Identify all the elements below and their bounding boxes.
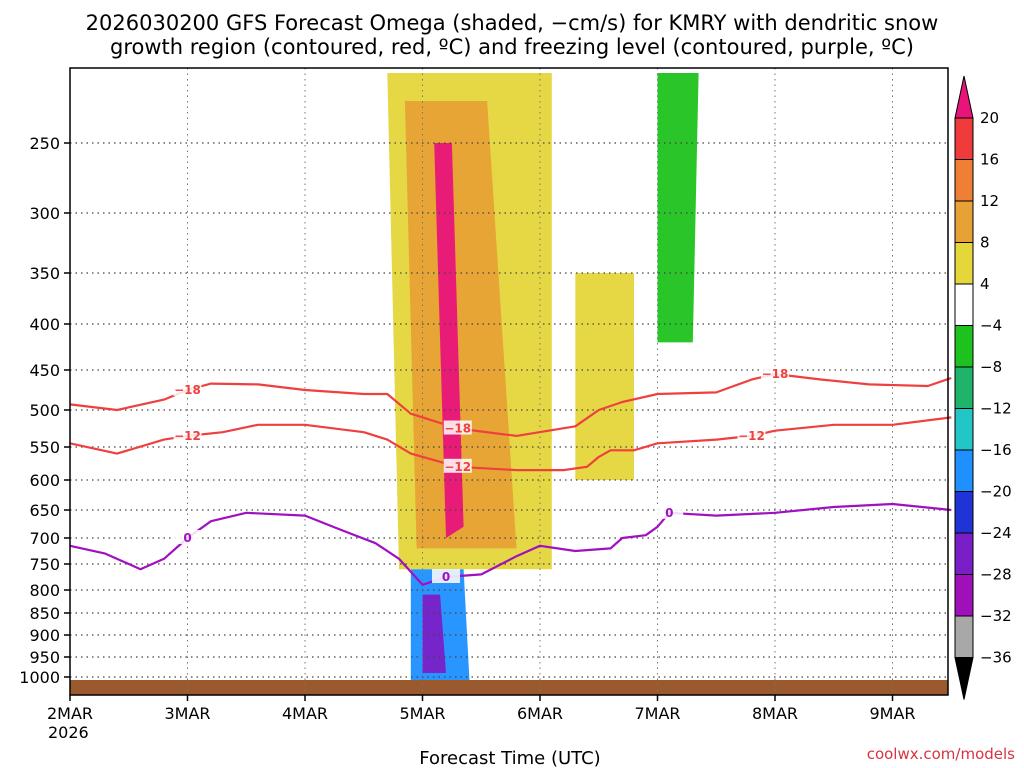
colorbar-bin: [954, 449, 974, 492]
x-axis: 2MAR 3MAR 4MAR 5MAR 6MAR 7MAR 8MAR 9MAR: [47, 695, 916, 723]
colorbar-tick-label: −4: [980, 317, 1002, 335]
contour-label-background: [761, 366, 789, 380]
colorbar-bin: [954, 532, 974, 575]
y-tick-label: 750: [29, 555, 60, 574]
x-tick-label: 9MAR: [869, 704, 915, 723]
y-tick-label: 650: [29, 501, 60, 520]
contour-line--18: [69, 372, 952, 437]
contour-label: −12: [444, 460, 471, 474]
y-tick-label: 400: [29, 315, 60, 334]
contour-label: −18: [444, 422, 471, 436]
y-tick-label: 600: [29, 471, 60, 490]
gridlines: [69, 68, 948, 695]
chart-title-line2: growth region (contoured, red, ºC) and f…: [110, 35, 914, 59]
colorbar-bin: [954, 283, 974, 326]
contour-label-background: [443, 458, 472, 473]
colorbar-tick-label: 16: [980, 151, 999, 169]
x-tick-label: 3MAR: [164, 704, 210, 723]
x-tick-label: 5MAR: [399, 704, 445, 723]
colorbar-top-arrow: [954, 75, 974, 119]
y-tick-label: 800: [29, 581, 60, 600]
colorbar-bin: [954, 242, 974, 285]
colorbar-bin: [954, 615, 974, 658]
y-tick-label: 350: [29, 264, 60, 283]
colorbar-bin: [954, 366, 974, 409]
y-axis: 250 300 350 400 450 500 550 600 650 700 750 800 850 9…: [19, 134, 70, 687]
ground-layer: [70, 680, 948, 695]
y-tick-label: 300: [29, 204, 60, 223]
colorbar-tick-label: −20: [980, 483, 1012, 501]
contour-label-background: [173, 427, 202, 442]
contour-layer: −18 −18 −18 −12 −12 −12 0 0 0: [69, 366, 952, 586]
contour-label: 0: [183, 531, 191, 545]
colorbar-bin: [954, 200, 974, 243]
colorbar-bin: [954, 491, 974, 534]
x-tick-label: 4MAR: [282, 704, 328, 723]
colorbar-tick-label: 20: [980, 109, 999, 127]
colorbar-bottom-arrow: [954, 657, 974, 700]
y-tick-label: 1000: [19, 668, 60, 687]
contour-label: −18: [174, 383, 201, 397]
contour-label: −12: [738, 429, 765, 443]
contour-label-background: [432, 569, 460, 583]
source-credit: coolwx.com/models: [867, 745, 1015, 763]
y-tick-label: 550: [29, 438, 60, 457]
contour-label: 0: [442, 570, 450, 584]
plot-frame: [69, 67, 949, 696]
y-tick-label: 950: [29, 648, 60, 667]
colorbar-tick-label: −12: [980, 400, 1012, 418]
colorbar-tick-label: −8: [980, 358, 1002, 376]
colorbar-tick-label: 8: [980, 234, 990, 252]
y-tick-label: 450: [29, 361, 60, 380]
y-tick-label: 500: [29, 401, 60, 420]
contour-label-background: [443, 420, 472, 435]
y-tick-label: 900: [29, 626, 60, 645]
contour-label-background: [173, 382, 202, 396]
x-axis-title: Forecast Time (UTC): [419, 748, 600, 768]
chart-title-line1: 2026030200 GFS Forecast Omega (shaded, −…: [86, 11, 939, 35]
y-tick-label: 700: [29, 529, 60, 548]
contour-label-background: [737, 427, 766, 442]
x-tick-label: 8MAR: [752, 704, 798, 723]
omega-region: [657, 73, 699, 343]
colorbar-bin: [954, 574, 974, 617]
colorbar-tick-label: −32: [980, 607, 1012, 625]
contour-label: −12: [174, 429, 201, 443]
ground-surface: [70, 680, 948, 695]
colorbar-bin: [954, 325, 974, 368]
colorbar-bin: [954, 159, 974, 202]
colorbar-tick-label: −16: [980, 441, 1012, 459]
colorbar-bin: [954, 408, 974, 451]
x-tick-label: 6MAR: [517, 704, 563, 723]
omega-region: [434, 143, 464, 538]
contour-label-background: [655, 504, 684, 519]
colorbar-tick-label: −24: [980, 524, 1012, 542]
colorbar-tick-label: −28: [980, 566, 1012, 584]
contour-label: 0: [665, 506, 673, 520]
x-axis-year: 2026: [48, 723, 89, 742]
y-tick-label: 250: [29, 134, 60, 153]
y-tick-label: 850: [29, 604, 60, 623]
colorbar: 20 16 12 8 4 −4 −8 −12 −16 −20 −24 −28 −32 −36: [954, 75, 1012, 700]
contour-label: −18: [762, 367, 789, 381]
colorbar-tick-label: 12: [980, 192, 999, 210]
colorbar-bin: [954, 117, 974, 160]
x-tick-label: 7MAR: [634, 704, 680, 723]
colorbar-tick-label: −36: [980, 649, 1012, 667]
colorbar-tick-label: 4: [980, 275, 990, 293]
x-tick-label: 2MAR: [47, 704, 93, 723]
omega-region: [575, 273, 634, 480]
contour-label-background: [173, 530, 202, 544]
omega-region: [422, 594, 446, 673]
